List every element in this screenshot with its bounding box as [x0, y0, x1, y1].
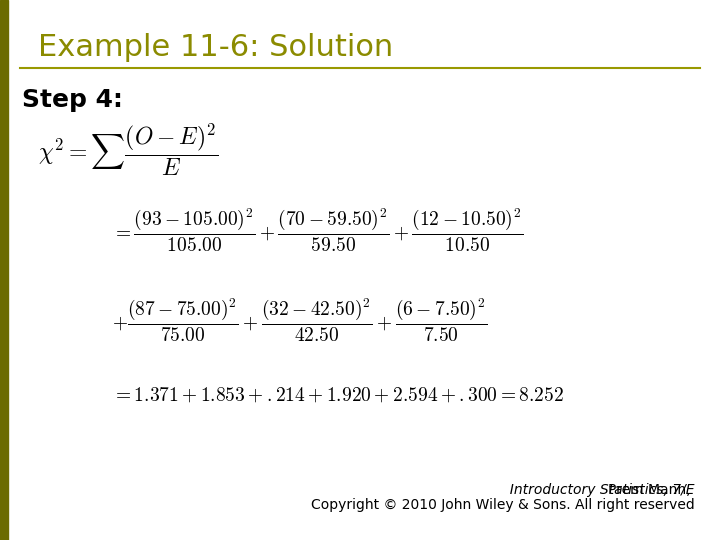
Text: Example 11-6: Solution: Example 11-6: Solution [38, 33, 393, 63]
Text: $+\dfrac{(87-75.00)^2}{75.00}+\dfrac{(32-42.50)^2}{42.50}+\dfrac{(6-7.50)^2}{7.5: $+\dfrac{(87-75.00)^2}{75.00}+\dfrac{(32… [112, 296, 487, 343]
Text: Prem Mann,: Prem Mann, [608, 483, 695, 497]
Text: $=\mathbf{1.371}+\mathbf{1.853}+\mathbf{.214}+\mathbf{1.920}+\mathbf{2.594}+\mat: $=\mathbf{1.371}+\mathbf{1.853}+\mathbf{… [112, 386, 564, 404]
Text: Step 4:: Step 4: [22, 88, 123, 112]
Text: $\chi^2 = \sum\dfrac{(O-E)^2}{E}$: $\chi^2 = \sum\dfrac{(O-E)^2}{E}$ [38, 122, 218, 178]
Text: Introductory Statistics, 7/E: Introductory Statistics, 7/E [467, 483, 695, 497]
Text: Copyright © 2010 John Wiley & Sons. All right reserved: Copyright © 2010 John Wiley & Sons. All … [311, 498, 695, 512]
Text: $= \dfrac{(93-105.00)^2}{105.00}+\dfrac{(70-59.50)^2}{59.50}+\dfrac{(12-10.50)^2: $= \dfrac{(93-105.00)^2}{105.00}+\dfrac{… [112, 206, 523, 254]
Bar [0, 0, 8, 540]
